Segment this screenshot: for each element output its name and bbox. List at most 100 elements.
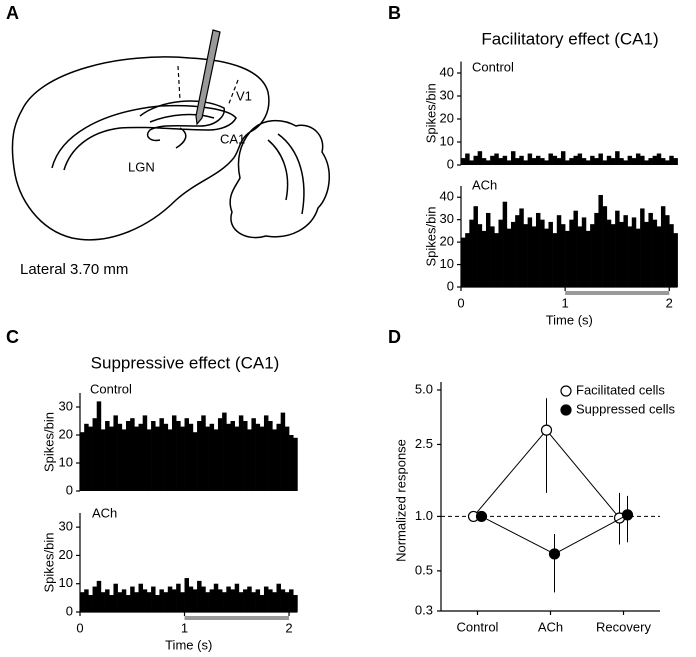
histogram-bar xyxy=(188,423,194,491)
histogram-bar xyxy=(473,155,478,165)
histogram-bar xyxy=(669,155,674,165)
histogram-bar xyxy=(573,210,578,287)
histogram-bar xyxy=(251,418,256,491)
y-tick-label: 20 xyxy=(440,234,454,249)
histogram-bar xyxy=(477,151,483,165)
histogram-bar xyxy=(234,426,240,491)
histogram-bar xyxy=(544,228,549,287)
legend-label: Facilitated cells xyxy=(576,382,665,397)
y-tick-label: 10 xyxy=(440,256,454,271)
histogram-bar xyxy=(146,429,152,491)
histogram-bar xyxy=(293,595,298,612)
histogram-bar xyxy=(180,592,185,612)
histogram-bar xyxy=(96,580,102,612)
panel-label: D xyxy=(388,327,401,347)
diagram-caption: Lateral 3.70 mm xyxy=(20,261,128,278)
histogram-bar xyxy=(590,155,595,165)
histogram-bar xyxy=(247,429,252,491)
y-tick-label: 20 xyxy=(440,110,454,125)
x-tick-label: 1 xyxy=(181,620,188,635)
histogram-bar xyxy=(673,233,678,287)
histogram-bar xyxy=(289,435,294,491)
y-axis-label: Spikes/bin xyxy=(41,533,56,593)
x-axis-label: Time (s) xyxy=(165,637,212,652)
histogram-bar xyxy=(640,155,645,165)
histogram-bar xyxy=(138,583,144,612)
histogram-bar xyxy=(498,158,503,165)
panel-label: C xyxy=(6,327,19,347)
y-tick-label: 30 xyxy=(440,211,454,226)
histogram-bar xyxy=(226,423,231,491)
histogram-bar xyxy=(510,221,516,287)
histogram-bar xyxy=(234,583,240,612)
histogram-bar xyxy=(469,160,474,165)
x-tick-label: ACh xyxy=(538,619,563,634)
histogram-bar xyxy=(515,215,520,287)
y-tick-label: 30 xyxy=(440,87,454,102)
histogram-bar xyxy=(113,583,118,612)
y-tick-label: 0 xyxy=(66,482,73,497)
histogram-bar xyxy=(134,592,139,612)
x-axis-label: Time (s) xyxy=(546,312,593,327)
y-tick-label: 30 xyxy=(59,519,73,534)
histogram-bar xyxy=(171,415,177,491)
y-tick-label: 10 xyxy=(440,133,454,148)
histogram-bar xyxy=(88,426,93,491)
histogram-bar xyxy=(581,217,587,287)
data-point xyxy=(475,510,488,523)
histogram-bar xyxy=(163,423,169,491)
histogram-bar xyxy=(155,426,160,491)
histogram-bar xyxy=(117,592,123,612)
histogram-bar xyxy=(615,210,620,287)
histogram-bar xyxy=(109,595,114,612)
histogram-bar xyxy=(656,153,662,165)
histogram-bar xyxy=(502,155,508,165)
histogram-bar xyxy=(155,595,160,612)
x-tick-label: 2 xyxy=(285,620,292,635)
histogram-bar xyxy=(163,592,169,612)
y-tick-label: 10 xyxy=(59,575,73,590)
histogram-bar xyxy=(510,151,516,165)
histogram-bar xyxy=(84,423,89,491)
brain-diagram: V1 CA1 LGN Lateral 3.70 mm xyxy=(11,29,330,278)
y-tick-label: 0 xyxy=(447,156,454,171)
histogram-bar xyxy=(280,412,286,491)
histogram-bar xyxy=(652,219,658,287)
histogram-bar xyxy=(615,151,620,165)
diagram-label: V1 xyxy=(236,88,252,103)
histogram-bar xyxy=(130,418,135,491)
histogram-bar xyxy=(213,583,219,612)
histogram-bar xyxy=(552,233,558,287)
histogram-bar xyxy=(230,589,235,612)
histogram-bar xyxy=(255,589,261,612)
histogram-bar xyxy=(635,228,641,287)
histogram-bar xyxy=(585,230,591,287)
histogram-bar xyxy=(461,237,466,287)
y-tick-label: 40 xyxy=(440,64,454,79)
histogram-bar xyxy=(498,219,503,287)
histogram-bar xyxy=(527,217,533,287)
histogram-bar xyxy=(602,206,608,287)
y-tick-label: 40 xyxy=(440,189,454,204)
histogram-bar xyxy=(121,589,127,612)
y-tick-label: 0.5 xyxy=(415,562,433,577)
y-tick-label: 0.3 xyxy=(415,602,433,617)
histogram-bar xyxy=(610,158,616,165)
histogram-bar xyxy=(610,224,616,287)
y-tick-label: 0 xyxy=(66,603,73,618)
histogram-bar xyxy=(623,215,628,287)
histogram-bar xyxy=(485,212,491,287)
histogram-bar xyxy=(519,155,524,165)
histogram-bar xyxy=(117,423,123,491)
histogram-bar xyxy=(238,592,244,612)
histogram-bar xyxy=(130,586,135,612)
histogram-bar xyxy=(635,153,641,165)
chart-title: Suppressive effect (CA1) xyxy=(91,353,280,372)
histogram-bar xyxy=(134,426,139,491)
histogram-bar xyxy=(213,429,219,491)
histogram-bar xyxy=(665,215,670,287)
histogram-bar xyxy=(167,429,173,491)
histogram-bar xyxy=(540,219,545,287)
histogram-bar xyxy=(606,219,612,287)
histogram-bar xyxy=(159,418,164,491)
